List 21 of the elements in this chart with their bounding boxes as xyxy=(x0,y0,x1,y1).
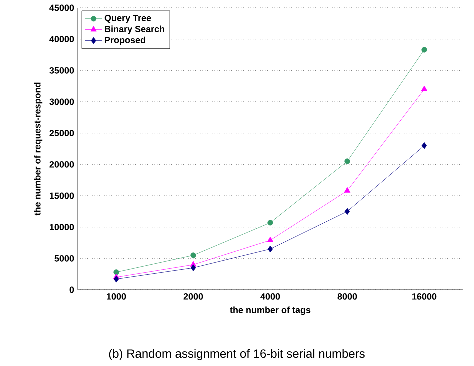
y-tick-label: 0 xyxy=(70,286,74,294)
legend-label: Query Tree xyxy=(104,15,152,24)
x-axis-title: the number of tags xyxy=(230,306,311,316)
x-tick-label: 2000 xyxy=(184,294,204,300)
y-tick-label: 5000 xyxy=(54,255,74,262)
text: (b) Random assignment of 16-bit serial numbers xyxy=(109,349,365,360)
x-tick-label: 16000 xyxy=(412,294,437,300)
y-tick-label: 45000 xyxy=(50,4,74,12)
legend-label: Binary Search xyxy=(105,26,164,34)
y-axis-title: the number of request-respond xyxy=(34,82,43,216)
y-tick-label: 15000 xyxy=(50,192,74,200)
y-tick-label: 40000 xyxy=(50,36,74,43)
y-tick-label: 30000 xyxy=(50,98,74,106)
x-tick-label: 1000 xyxy=(107,294,126,300)
x-tick-label: 4000 xyxy=(260,294,280,300)
y-tick-label: 25000 xyxy=(50,130,74,137)
x-tick-label: 8000 xyxy=(338,294,358,300)
y-tick-label: 35000 xyxy=(50,67,74,74)
y-tick-label: 20000 xyxy=(50,161,74,168)
y-tick-label: 10000 xyxy=(50,224,74,231)
legend-label: Proposed xyxy=(105,36,146,46)
